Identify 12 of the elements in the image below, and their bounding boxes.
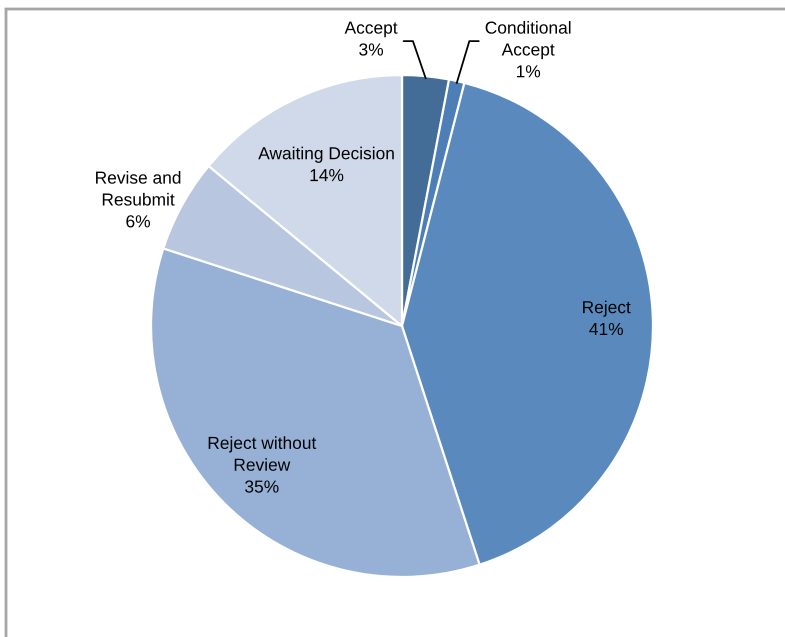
data-label: 3% <box>359 43 384 56</box>
data-label: 41% <box>589 322 623 336</box>
data-label: 1% <box>516 65 540 78</box>
slice-label: Accept <box>344 22 398 38</box>
slice-label: Reject <box>583 300 631 317</box>
slice-label: Revise and Resubmit <box>96 171 180 206</box>
data-label: 35% <box>245 480 279 493</box>
data-label: 6% <box>126 215 150 228</box>
slice-label: Reject without Review <box>208 436 316 471</box>
data-label: 14% <box>310 169 344 182</box>
slice-label: Conditional Accept <box>486 21 570 60</box>
slice-label: Awaiting Decision <box>258 146 394 163</box>
